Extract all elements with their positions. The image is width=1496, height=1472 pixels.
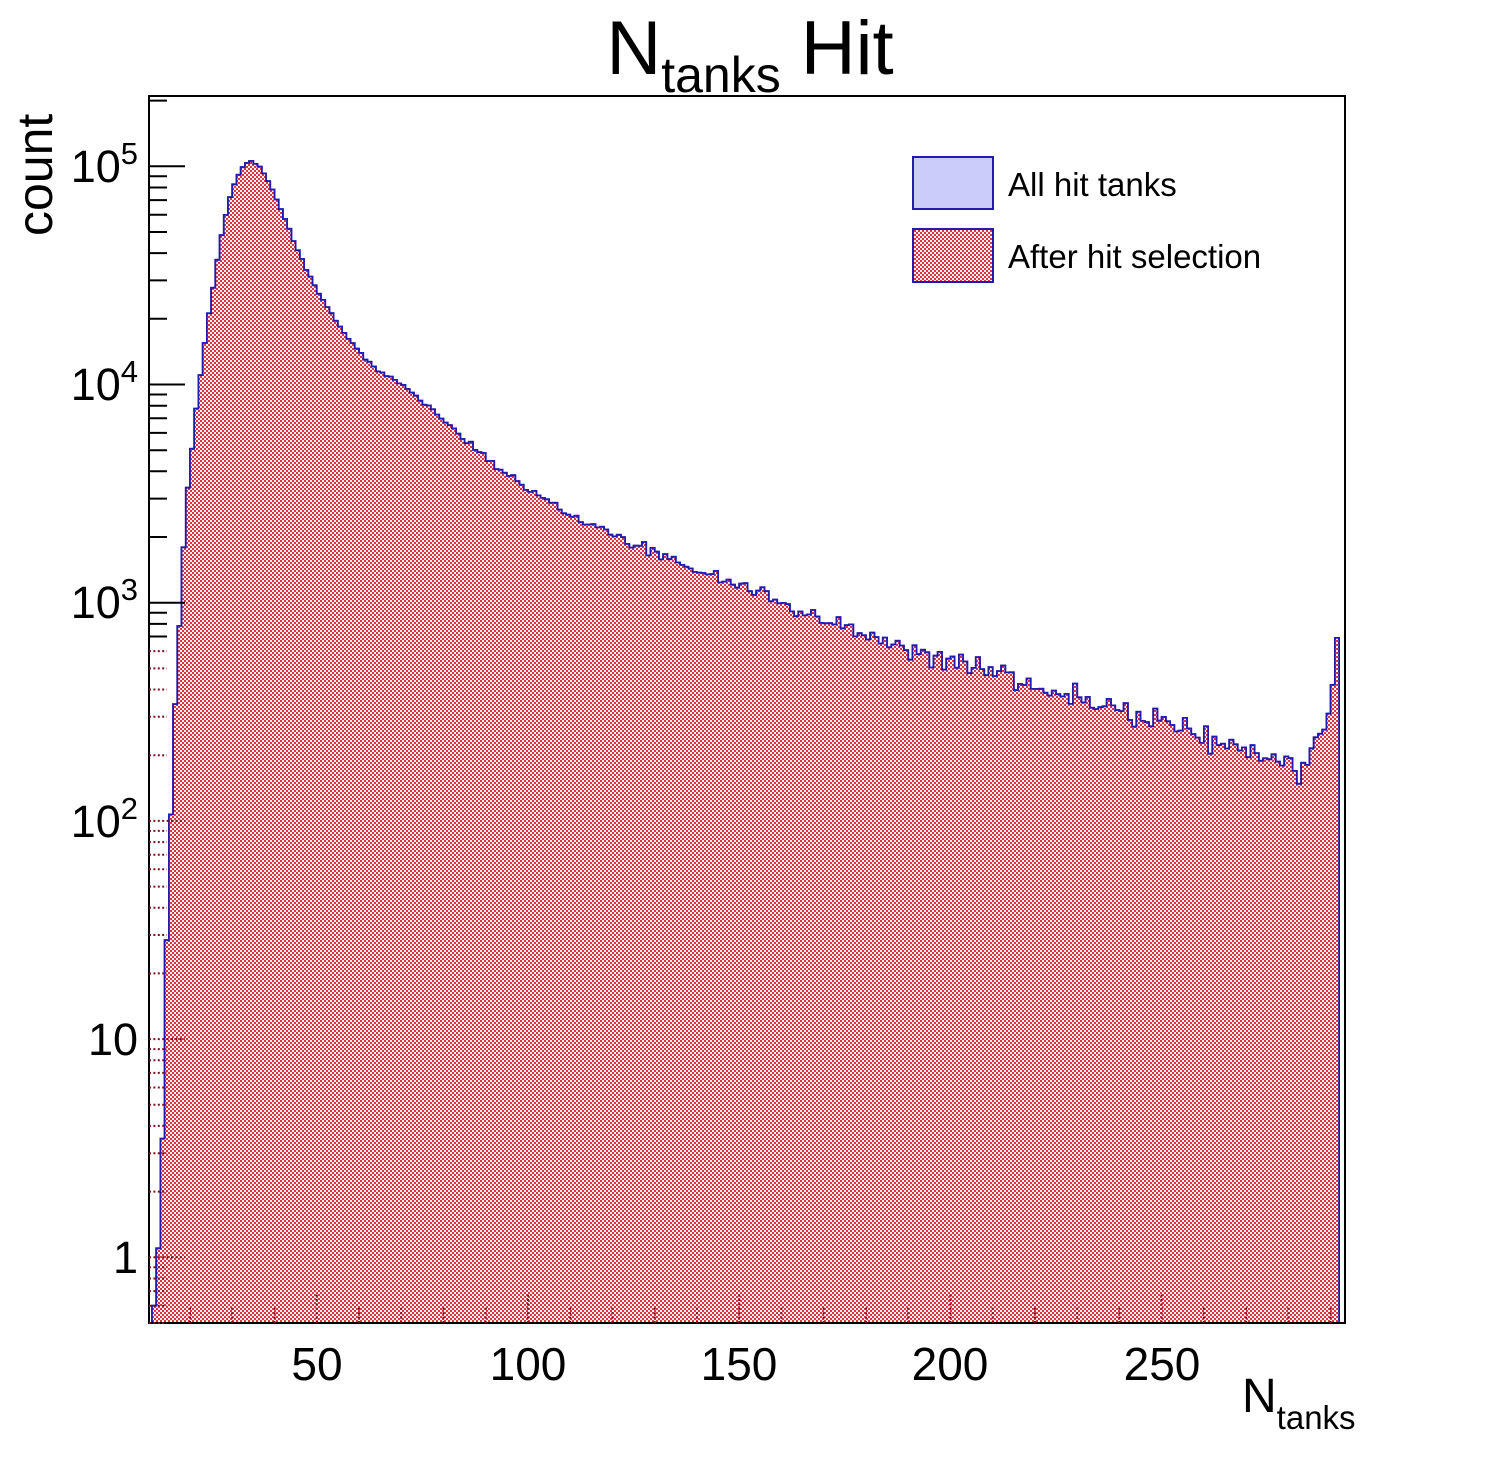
x-tick-label-250: 250 [1124, 1338, 1201, 1390]
y-tick-label-100000: 105 [71, 136, 138, 192]
x-tick-label-100: 100 [490, 1338, 567, 1390]
y-tick-label-1: 1 [113, 1232, 138, 1283]
x-tick-label-150: 150 [701, 1338, 778, 1390]
histogram-after-hit-selection [151, 160, 1340, 1324]
y-tick-label-100: 102 [71, 791, 138, 847]
y-axis-title: count [7, 114, 63, 236]
y-tick-label-10: 10 [88, 1014, 138, 1065]
y-tick-label-10000: 104 [71, 354, 138, 410]
x-tick-label-200: 200 [912, 1338, 989, 1390]
x-tick-labels: 50 100 150 200 250 [291, 1338, 1200, 1390]
plot-frame [148, 95, 1346, 1324]
histogram-layer [151, 160, 1340, 1324]
x-axis-title: Ntanks [1242, 1370, 1356, 1436]
legend-swatch-all-hit-tanks [912, 156, 994, 210]
tick-layer [149, 99, 1332, 1324]
x-tick-label-50: 50 [291, 1338, 342, 1390]
legend-label-after-hit-selection: After hit selection [1008, 238, 1261, 275]
y-tick-labels: 1 10 102 103 104 105 [71, 136, 138, 1283]
legend-label-all-hit-tanks: All hit tanks [1008, 166, 1177, 203]
y-tick-label-1000: 103 [71, 572, 138, 628]
legend: All hit tanks After hit selection [912, 156, 1261, 283]
chart-title: Ntanks Hit [606, 6, 893, 103]
legend-swatch-after-hit-selection [912, 228, 994, 283]
